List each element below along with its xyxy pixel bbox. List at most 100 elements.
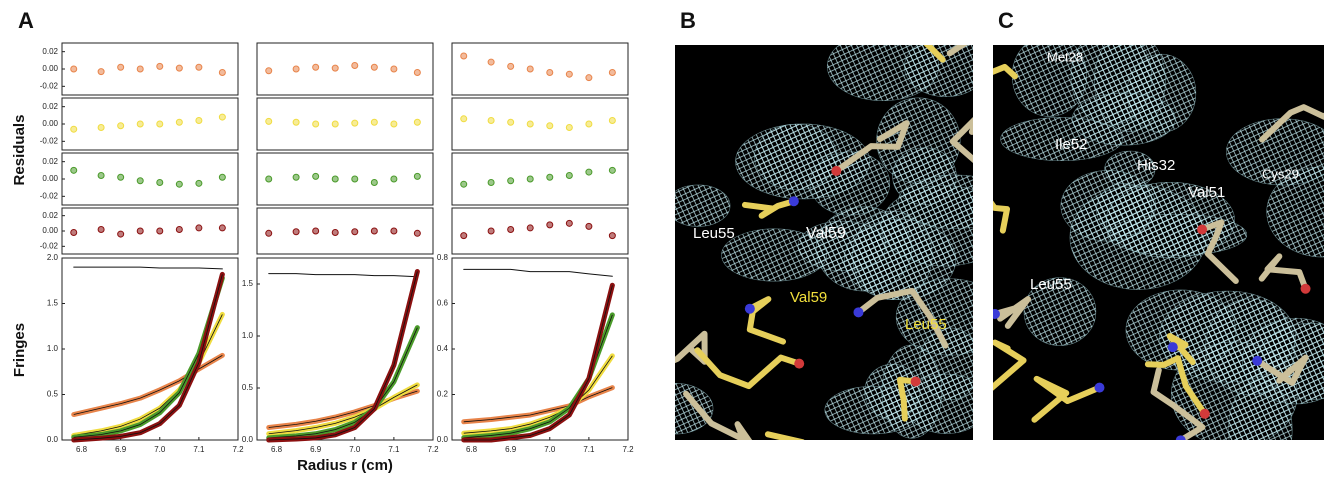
residual-point (313, 173, 319, 179)
residual-point (219, 225, 225, 231)
plot-frame (62, 153, 238, 205)
residual-point (98, 173, 104, 179)
y-tick-label: 0.02 (42, 47, 58, 56)
residual-point (176, 226, 182, 232)
chart: 0.020.00-0.02 (40, 98, 238, 150)
y-tick-label: 1.0 (47, 344, 59, 353)
x-tick-label: 6.8 (76, 445, 88, 454)
residual-point (547, 174, 553, 180)
chart: 0.00.51.01.56.86.97.07.17.2 (242, 258, 439, 454)
x-tick-label: 7.2 (427, 445, 439, 454)
residual-point (266, 68, 272, 74)
x-tick-label: 7.2 (232, 445, 244, 454)
y-axis-title: Fringes (11, 323, 28, 377)
residual-point (527, 225, 533, 231)
density-mesh (816, 207, 911, 291)
chart: 0.020.00-0.02 (40, 208, 238, 254)
residual-point (332, 230, 338, 236)
residual-point (488, 179, 494, 185)
residual-point (118, 231, 124, 237)
plot-frame (257, 208, 433, 254)
residual-point (196, 64, 202, 70)
residual-point (371, 64, 377, 70)
density-mesh (666, 185, 730, 226)
x-tick-label: 6.8 (271, 445, 283, 454)
density-mesh (882, 345, 942, 438)
residue-label: His32 (1137, 157, 1175, 174)
atom (1200, 409, 1210, 419)
residual-point (586, 223, 592, 229)
atom (990, 309, 1000, 319)
residual-point (176, 181, 182, 187)
residual-point (414, 230, 420, 236)
residual-point (157, 121, 163, 127)
y-tick-label: 0.0 (47, 435, 59, 444)
chart: 0.00.51.01.52.06.86.97.07.17.2 (47, 253, 244, 454)
chart (452, 153, 628, 205)
residual-point (157, 179, 163, 185)
residual-point (332, 65, 338, 71)
density-map-c (918, 27, 1327, 477)
residual-point (352, 176, 358, 182)
x-tick-label: 6.9 (310, 445, 322, 454)
residual-point (118, 123, 124, 129)
x-axis-title: Radius r (cm) (297, 457, 393, 474)
plot-frame (62, 98, 238, 150)
plot-frame (62, 208, 238, 254)
residue-label: Leu55 (1030, 276, 1072, 293)
residual-point (547, 222, 553, 228)
atom (911, 376, 921, 386)
residual-point (293, 229, 299, 235)
y-tick-label: 0.2 (437, 390, 449, 399)
residual-point (488, 59, 494, 65)
residual-point (293, 66, 299, 72)
y-tick-label: 0.00 (42, 64, 58, 73)
residual-point (586, 121, 592, 127)
y-tick-label: 0.02 (42, 157, 58, 166)
residual-point (266, 230, 272, 236)
residual-point (332, 176, 338, 182)
x-tick-label: 7.1 (193, 445, 205, 454)
y-tick-label: 0.0 (437, 435, 449, 444)
figure: A B C Residuals Fringes Radius r (cm) 0.… (0, 0, 1327, 477)
residual-point (71, 230, 77, 236)
residual-point (293, 174, 299, 180)
residual-point (352, 229, 358, 235)
residual-point (313, 228, 319, 234)
residual-point (461, 116, 467, 122)
atom (646, 365, 656, 375)
y-tick-label: 0.5 (47, 390, 59, 399)
residual-point (391, 228, 397, 234)
atom (794, 359, 804, 369)
residual-point (266, 176, 272, 182)
residual-point (98, 69, 104, 75)
y-tick-label: -0.02 (40, 191, 59, 200)
x-tick-label: 7.2 (622, 445, 634, 454)
residual-point (488, 228, 494, 234)
residual-point (508, 226, 514, 232)
density-mesh (1072, 93, 1175, 145)
residual-point (266, 118, 272, 124)
residual-point (414, 173, 420, 179)
residual-point (196, 225, 202, 231)
atom (1168, 342, 1178, 352)
residue-label: Val51 (1188, 184, 1225, 201)
x-tick-label: 6.8 (466, 445, 478, 454)
residual-point (371, 228, 377, 234)
plot-frame (257, 98, 433, 150)
residual-point (371, 179, 377, 185)
y-tick-label: 0.0 (242, 435, 254, 444)
residual-point (566, 173, 572, 179)
residue-label: Leu55 (905, 316, 947, 333)
atom (789, 196, 799, 206)
plot-frame (452, 153, 628, 205)
x-tick-label: 6.9 (115, 445, 127, 454)
atom (745, 304, 755, 314)
atom (975, 160, 985, 170)
residual-point (461, 181, 467, 187)
residual-point (508, 63, 514, 69)
plot-frame (452, 98, 628, 150)
plot-frame (62, 43, 238, 95)
residual-point (586, 169, 592, 175)
